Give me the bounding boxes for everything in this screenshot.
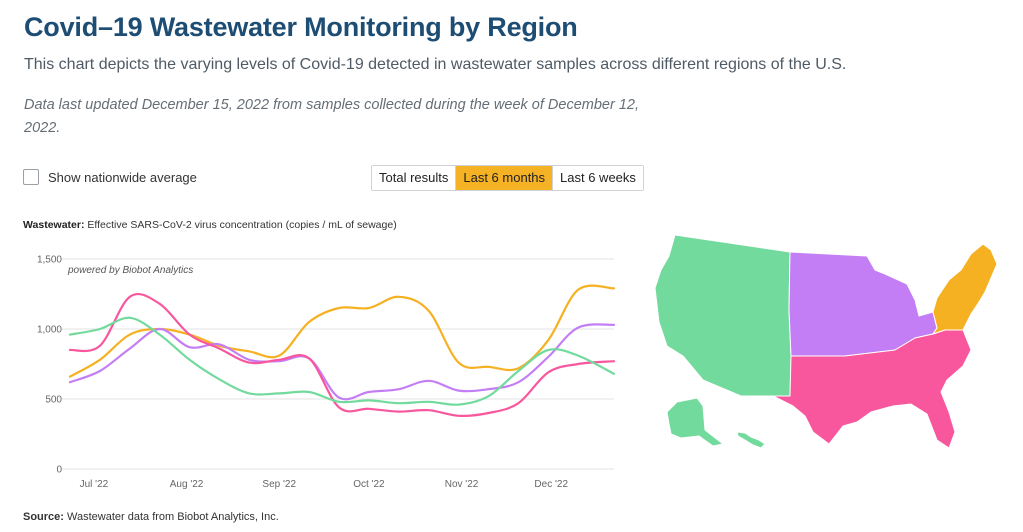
series-line-south xyxy=(68,292,616,418)
tab-last-6-months[interactable]: Last 6 months xyxy=(455,166,553,190)
y-axis-ticks: 0 500 1,000 1,500 xyxy=(37,255,62,476)
source-note: Source: Wastewater data from Biobot Anal… xyxy=(23,511,279,523)
chart-heading: Wastewater: Effective SARS-CoV-2 virus c… xyxy=(23,219,397,231)
chart-heading-text: Effective SARS-CoV-2 virus concentration… xyxy=(84,219,397,231)
nationwide-average-toggle[interactable]: Show nationwide average xyxy=(23,169,197,185)
map-region-hawaii[interactable] xyxy=(736,431,766,449)
x-tick-label: Oct '22 xyxy=(353,479,385,490)
tab-total-results[interactable]: Total results xyxy=(372,166,456,190)
page-subtitle: This chart depicts the varying levels of… xyxy=(24,56,847,73)
time-range-selector: Total results Last 6 months Last 6 weeks xyxy=(371,165,644,191)
x-tick-label: Nov '22 xyxy=(445,479,479,490)
x-tick-label: Aug '22 xyxy=(170,479,204,490)
chart-grid xyxy=(62,258,614,470)
map-region-alaska[interactable] xyxy=(666,397,724,447)
x-tick-label: Sep '22 xyxy=(262,479,296,490)
page-title: Covid–19 Wastewater Monitoring by Region xyxy=(24,12,578,42)
x-axis-ticks: Jul '22 Aug '22 Sep '22 Oct '22 Nov '22 Dec '… xyxy=(80,479,569,490)
source-bold: Source: xyxy=(23,511,64,523)
y-tick-label: 0 xyxy=(56,465,62,476)
chart-watermark: powered by Biobot Analytics xyxy=(67,265,193,276)
tab-last-6-weeks[interactable]: Last 6 weeks xyxy=(552,166,643,190)
update-note: Data last updated December 15, 2022 from… xyxy=(24,97,639,136)
map-region-northeast[interactable] xyxy=(932,243,998,335)
chart-series xyxy=(68,284,616,418)
y-tick-label: 500 xyxy=(45,395,62,406)
chart-heading-bold: Wastewater: xyxy=(23,219,85,231)
x-tick-label: Dec '22 xyxy=(534,479,568,490)
nationwide-average-checkbox[interactable] xyxy=(23,169,39,185)
us-regions-map xyxy=(654,234,998,449)
x-tick-label: Jul '22 xyxy=(80,479,109,490)
nationwide-average-label: Show nationwide average xyxy=(48,169,197,185)
y-tick-label: 1,500 xyxy=(37,255,62,266)
series-line-west xyxy=(68,316,616,406)
map-region-west[interactable] xyxy=(654,234,792,397)
series-line-midwest xyxy=(68,323,616,401)
wastewater-line-chart: 0 500 1,000 1,500 Jul '22 Aug '22 Sep '22 Oct … xyxy=(37,255,616,490)
y-tick-label: 1,000 xyxy=(37,325,62,336)
source-text: Wastewater data from Biobot Analytics, I… xyxy=(63,511,279,523)
